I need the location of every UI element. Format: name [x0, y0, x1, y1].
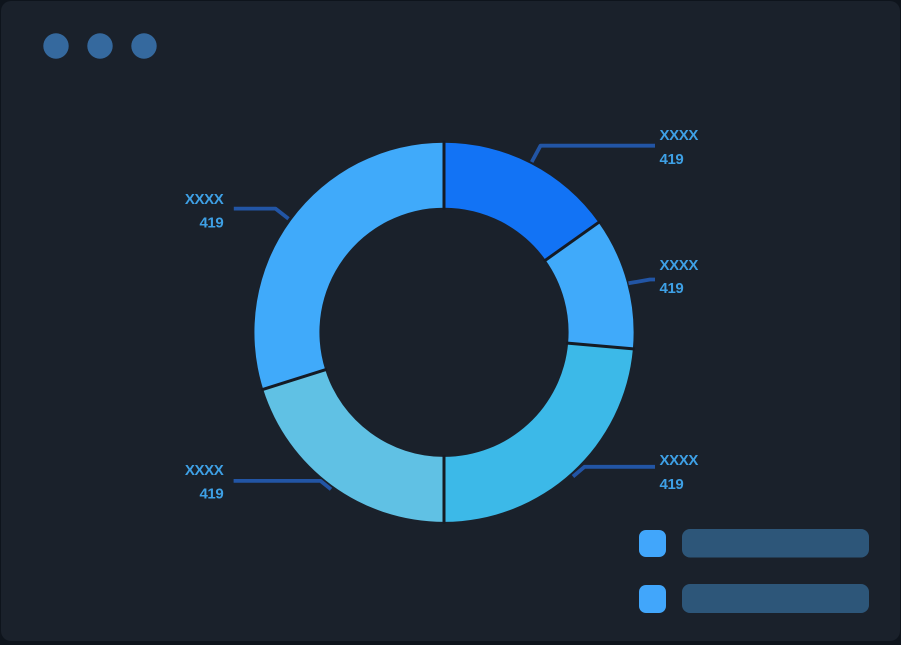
svg-text:419: 419	[660, 280, 684, 297]
svg-text:XXXX: XXXX	[660, 257, 699, 274]
svg-text:XXXX: XXXX	[185, 462, 224, 479]
svg-text:XXXX: XXXX	[660, 452, 699, 469]
svg-text:419: 419	[199, 214, 223, 231]
svg-text:419: 419	[660, 151, 684, 168]
svg-text:XXXX: XXXX	[660, 127, 699, 144]
svg-text:419: 419	[660, 476, 684, 493]
svg-text:419: 419	[199, 486, 223, 503]
svg-text:XXXX: XXXX	[185, 191, 224, 208]
